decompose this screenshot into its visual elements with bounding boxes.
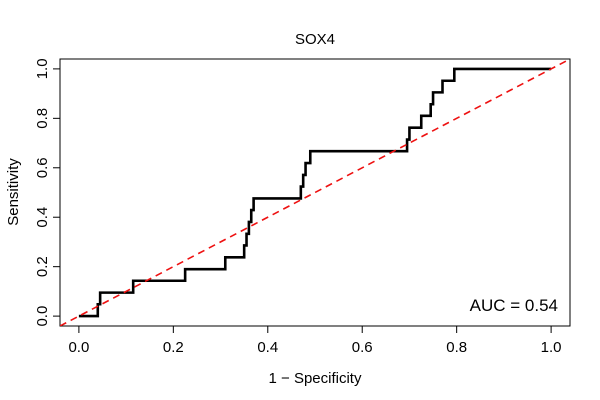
x-tick-label: 0.8 [446, 339, 467, 356]
auc-annotation: AUC = 0.54 [470, 296, 558, 315]
y-axis-label: Sensitivity [5, 158, 22, 226]
reference-diagonal-line [60, 59, 570, 326]
series-layer [60, 59, 570, 326]
y-tick-label: 1.0 [34, 58, 51, 79]
y-tick-label: 0.0 [34, 306, 51, 327]
chart-title: SOX4 [295, 31, 335, 48]
x-tick-label: 0.4 [257, 339, 278, 356]
x-tick-label: 0.6 [352, 339, 373, 356]
y-tick-label: 0.4 [34, 207, 51, 228]
y-axis: 0.0 0.2 0.4 0.6 0.8 1.0 [34, 58, 61, 327]
x-tick-label: 0.2 [163, 339, 184, 356]
y-tick-label: 0.6 [34, 157, 51, 178]
roc-curve-line [78, 67, 552, 318]
y-tick-label: 0.2 [34, 256, 51, 277]
x-axis: 0.0 0.2 0.4 0.6 0.8 1.0 [68, 325, 562, 356]
x-tick-label: 0.0 [68, 339, 89, 356]
y-tick-label: 0.8 [34, 108, 51, 129]
x-tick-label: 1.0 [541, 339, 562, 356]
x-axis-label: 1 − Specificity [269, 370, 362, 387]
